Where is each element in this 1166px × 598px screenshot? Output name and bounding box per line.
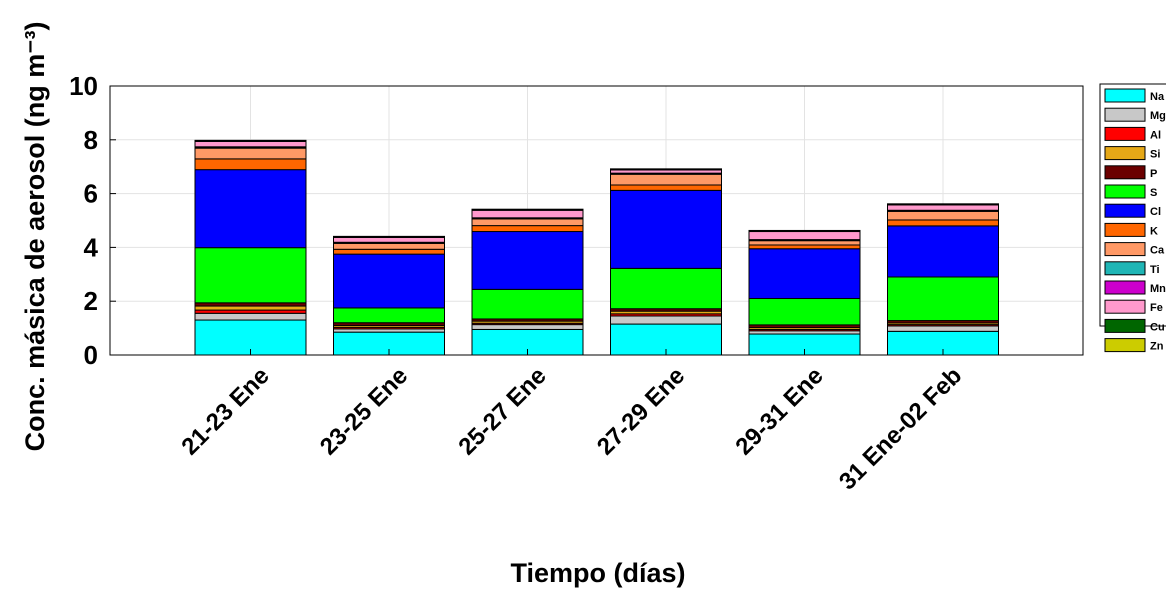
legend-label-zn: Zn <box>1150 341 1164 353</box>
bar-segment-ca <box>194 147 307 160</box>
legend-label-fe: Fe <box>1150 302 1163 314</box>
bar-segment-k <box>610 184 722 191</box>
bar-segment-s <box>748 298 861 326</box>
bar-segment-s <box>194 247 307 304</box>
legend-swatch-na <box>1104 88 1146 103</box>
bar-segment-fe <box>194 140 307 148</box>
bar-segment-cl <box>194 169 307 249</box>
bar-segment-fe <box>333 236 445 243</box>
legend-label-mn: Mn <box>1150 283 1166 295</box>
bar-segment-zn <box>610 168 722 170</box>
x-tick-label: 31 Ene-02 Feb <box>834 362 967 495</box>
legend-label-cl: Cl <box>1150 206 1161 218</box>
x-tick-label: 27-29 Ene <box>592 362 690 460</box>
bar-segment-cl <box>333 253 445 309</box>
legend-swatch-zn <box>1104 338 1146 353</box>
bar-segment-cl <box>748 248 861 300</box>
legend-swatch-al <box>1104 126 1146 141</box>
bar-segment-si <box>194 305 307 311</box>
legend-label-ti: Ti <box>1150 264 1160 276</box>
x-axis-ticks: 21-23 Ene 23-25 Ene 25-27 Ene 27-29 Ene 29-3… <box>176 349 967 495</box>
y-axis-ticks: 0 2 4 6 8 10 <box>69 71 116 370</box>
bar-segment-ca <box>748 240 861 246</box>
legend-label-na: Na <box>1150 91 1165 103</box>
legend-label-si: Si <box>1150 149 1160 161</box>
x-tick-label: 29-31 Ene <box>730 362 828 460</box>
bar-segment-mg <box>471 324 584 330</box>
legend-label-al: Al <box>1150 129 1161 141</box>
bar-segment-ca <box>471 218 584 227</box>
y-tick-label: 10 <box>69 71 98 101</box>
plot-area-frame <box>109 85 1084 356</box>
legend-label-ca: Ca <box>1150 245 1165 257</box>
bar-segment-zn <box>194 139 307 142</box>
bar-segment-ca <box>610 173 722 186</box>
legend-swatch-k <box>1104 222 1146 237</box>
bar-segment-cl <box>887 225 999 278</box>
legend-label-p: P <box>1150 168 1157 180</box>
legend-swatch-s <box>1104 184 1146 199</box>
y-tick-label: 0 <box>84 340 98 370</box>
bar-segment-k <box>471 225 584 233</box>
legend-swatch-mn <box>1104 280 1146 295</box>
legend-label-mg: Mg <box>1150 110 1166 122</box>
bar-segment-cl <box>471 231 584 290</box>
y-tick-label: 6 <box>84 179 98 209</box>
bar-segment-k <box>194 158 307 171</box>
legend-swatch-p <box>1104 165 1146 180</box>
legend: Na Mg Al Si PS Cl K Ca Ti Mn Fe Cu Zn <box>1099 83 1166 353</box>
legend-label-cu: Cu <box>1150 321 1165 333</box>
legend-swatch-ca <box>1104 242 1146 257</box>
bar-segment-zn <box>471 208 584 211</box>
bar-segment-mg <box>887 325 999 332</box>
legend-swatch-cl <box>1104 203 1146 218</box>
y-tick-label: 4 <box>84 232 99 262</box>
bar-segment-ca <box>333 242 445 250</box>
legend-swatch-fe <box>1104 299 1146 314</box>
bar-segment-ca <box>887 210 999 221</box>
bar-segment-k <box>887 219 999 227</box>
x-tick-label: 21-23 Ene <box>176 362 274 460</box>
legend-swatch-mg <box>1104 107 1146 122</box>
bar-segment-s <box>471 288 584 320</box>
bar-segment-k <box>748 244 861 250</box>
bar-segment-cl <box>610 189 722 269</box>
y-tick-label: 2 <box>84 286 98 316</box>
bars <box>194 139 999 356</box>
bar-segment-fe <box>471 209 584 219</box>
bar-segment-s <box>333 307 445 324</box>
bar-segment-s <box>887 276 999 322</box>
bar-segment-fe <box>887 204 999 211</box>
x-tick-label: 23-25 Ene <box>315 362 413 460</box>
bar-segment-fe <box>748 231 861 241</box>
y-tick-label: 8 <box>84 125 98 155</box>
legend-label-s: S <box>1150 187 1157 199</box>
y-axis-label: Conc. másica de aerosol (ng m⁻³) <box>20 22 50 452</box>
legend-label-k: K <box>1150 225 1158 237</box>
legend-swatch-si <box>1104 146 1146 161</box>
legend-swatch-ti <box>1104 261 1146 276</box>
x-tick-label: 25-27 Ene <box>453 362 551 460</box>
bar-segment-zn <box>887 203 999 205</box>
bar-segment-zn <box>748 229 861 232</box>
bar-segment-mg <box>194 312 307 321</box>
bar-segment-s <box>610 267 722 310</box>
legend-swatch-cu <box>1104 318 1146 333</box>
bar-segment-zn <box>333 235 445 238</box>
bar-segment-k <box>333 248 445 255</box>
bar-segment-mg <box>610 315 722 325</box>
x-axis-label: Tiempo (días) <box>510 558 685 588</box>
